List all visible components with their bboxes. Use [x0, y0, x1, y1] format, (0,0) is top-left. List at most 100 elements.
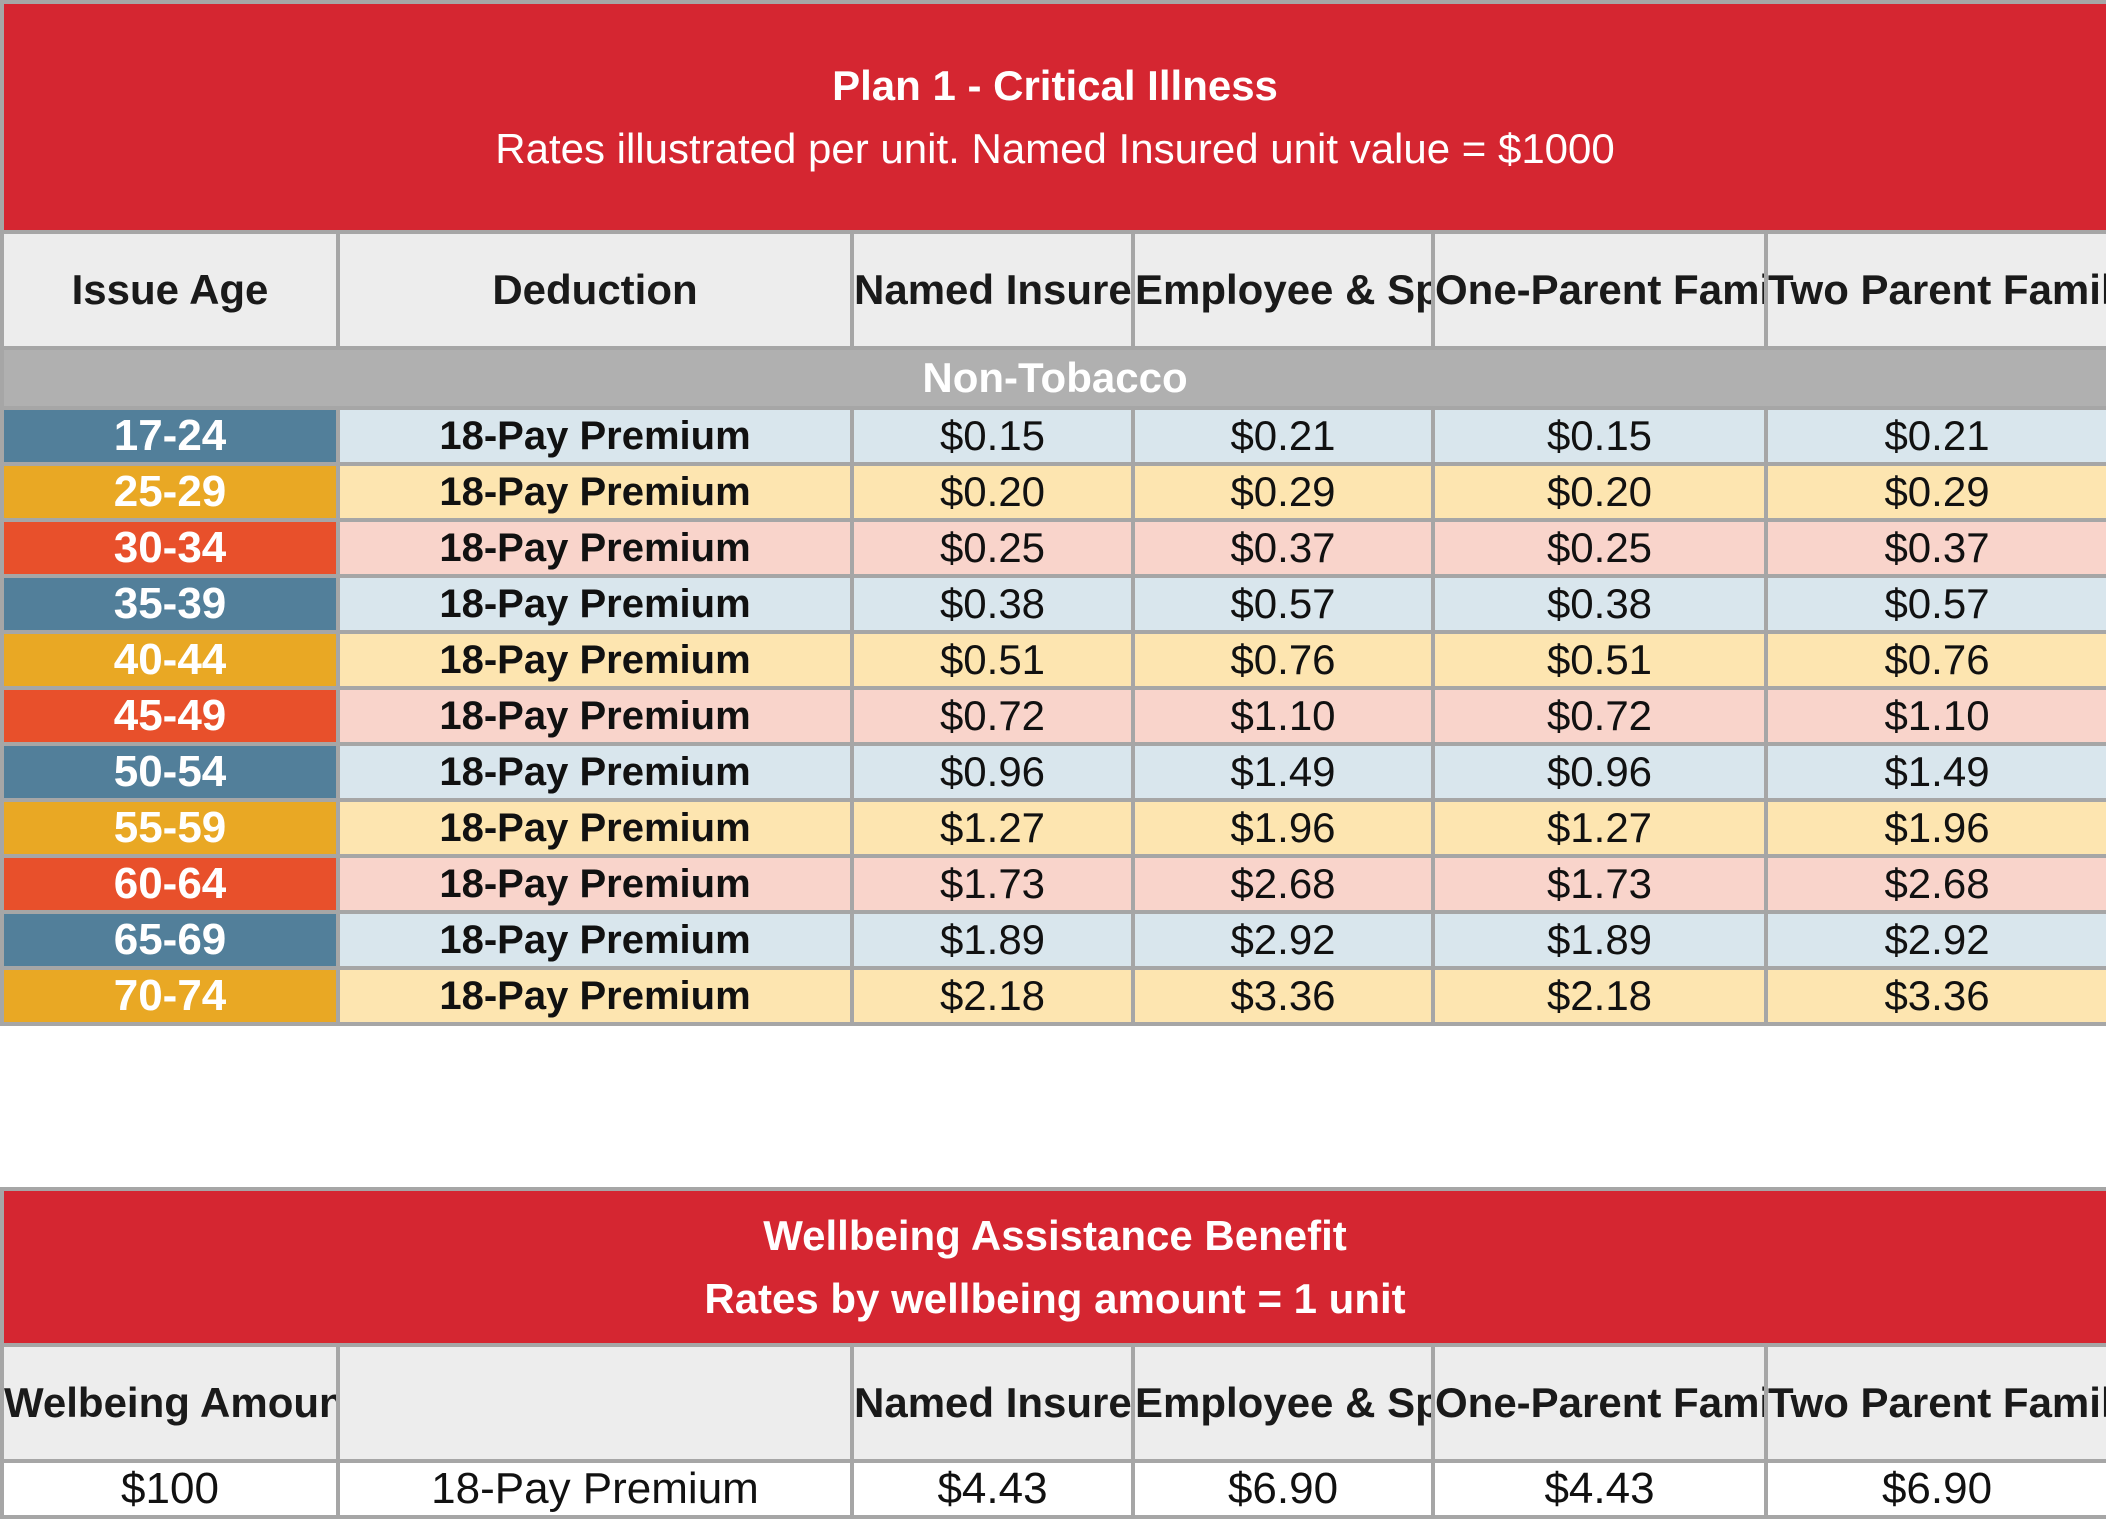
named-insured-rate: $4.43 — [850, 1459, 1135, 1519]
deduction-cell: 18-Pay Premium — [336, 966, 854, 1026]
issue-age-cell: 40-44 — [0, 630, 340, 690]
table-row: 45-49 18-Pay Premium $0.72 $1.10 $0.72 $1.10 — [0, 686, 2106, 746]
table-row: 25-29 18-Pay Premium $0.20 $0.29 $0.20 $0.29 — [0, 462, 2106, 522]
employee-spouse-rate: $1.49 — [1131, 742, 1435, 802]
deduction-cell: 18-Pay Premium — [336, 854, 854, 914]
table-row: $100 18-Pay Premium $4.43 $6.90 $4.43 $6.90 — [0, 1459, 2106, 1519]
header-welbeing-amount: Welbeing Amount — [0, 1343, 340, 1463]
named-insured-rate: $0.25 — [850, 518, 1135, 578]
plan-title: Plan 1 - Critical Illness — [832, 62, 1278, 109]
employee-spouse-rate: $1.96 — [1131, 798, 1435, 858]
deduction-cell: 18-Pay Premium — [336, 1459, 854, 1519]
named-insured-rate: $0.15 — [850, 406, 1135, 466]
section-non-tobacco: Non-Tobacco — [0, 346, 2106, 410]
table-row: 60-64 18-Pay Premium $1.73 $2.68 $1.73 $2.68 — [0, 854, 2106, 914]
plan-header-row: Issue Age Deduction Named Insured Employ… — [0, 230, 2106, 350]
employee-spouse-rate: $6.90 — [1131, 1459, 1435, 1519]
header-two-parent-family: Two Parent Family — [1763, 1343, 2106, 1463]
table-row: 35-39 18-Pay Premium $0.38 $0.57 $0.38 $0.57 — [0, 574, 2106, 634]
deduction-cell: 18-Pay Premium — [336, 742, 854, 802]
issue-age-cell: 65-69 — [0, 910, 340, 970]
issue-age-cell: 45-49 — [0, 686, 340, 746]
two-parent-family-rate: $3.36 — [1763, 966, 2106, 1026]
two-parent-family-rate: $1.49 — [1763, 742, 2106, 802]
issue-age-cell: 60-64 — [0, 854, 340, 914]
one-parent-family-rate: $0.38 — [1431, 574, 1768, 634]
one-parent-family-rate: $0.72 — [1431, 686, 1768, 746]
header-employee-spouse: Employee & Spouse — [1131, 1343, 1435, 1463]
two-parent-family-rate: $0.37 — [1763, 518, 2106, 578]
named-insured-rate: $0.38 — [850, 574, 1135, 634]
issue-age-cell: 55-59 — [0, 798, 340, 858]
issue-age-cell: 25-29 — [0, 462, 340, 522]
wellbeing-title-banner: Wellbeing Assistance Benefit Rates by we… — [0, 1187, 2106, 1347]
one-parent-family-rate: $0.25 — [1431, 518, 1768, 578]
named-insured-rate: $1.27 — [850, 798, 1135, 858]
table-row: 30-34 18-Pay Premium $0.25 $0.37 $0.25 $0.37 — [0, 518, 2106, 578]
wellbeing-title: Wellbeing Assistance Benefit — [763, 1212, 1347, 1259]
employee-spouse-rate: $1.10 — [1131, 686, 1435, 746]
named-insured-rate: $1.89 — [850, 910, 1135, 970]
table-row: 55-59 18-Pay Premium $1.27 $1.96 $1.27 $1.96 — [0, 798, 2106, 858]
header-employee-spouse: Employee & Spouse — [1131, 230, 1435, 350]
employee-spouse-rate: $0.21 — [1131, 406, 1435, 466]
deduction-cell: 18-Pay Premium — [336, 462, 854, 522]
employee-spouse-rate: $0.29 — [1131, 462, 1435, 522]
named-insured-rate: $0.72 — [850, 686, 1135, 746]
one-parent-family-rate: $4.43 — [1431, 1459, 1768, 1519]
wellbeing-header-row: Welbeing Amount Named Insured Employee &… — [0, 1343, 2106, 1463]
deduction-cell: 18-Pay Premium — [336, 518, 854, 578]
issue-age-cell: 35-39 — [0, 574, 340, 634]
one-parent-family-rate: $0.15 — [1431, 406, 1768, 466]
named-insured-rate: $1.73 — [850, 854, 1135, 914]
deduction-cell: 18-Pay Premium — [336, 574, 854, 634]
employee-spouse-rate: $2.92 — [1131, 910, 1435, 970]
two-parent-family-rate: $0.57 — [1763, 574, 2106, 634]
two-parent-family-rate: $0.29 — [1763, 462, 2106, 522]
one-parent-family-rate: $0.96 — [1431, 742, 1768, 802]
header-named-insured: Named Insured — [850, 1343, 1135, 1463]
header-issue-age: Issue Age — [0, 230, 340, 350]
table-row: 40-44 18-Pay Premium $0.51 $0.76 $0.51 $0.76 — [0, 630, 2106, 690]
table-row: 70-74 18-Pay Premium $2.18 $3.36 $2.18 $3.36 — [0, 966, 2106, 1026]
deduction-cell: 18-Pay Premium — [336, 630, 854, 690]
named-insured-rate: $2.18 — [850, 966, 1135, 1026]
deduction-cell: 18-Pay Premium — [336, 910, 854, 970]
plan-title-banner: Plan 1 - Critical Illness Rates illustra… — [0, 0, 2106, 234]
header-blank — [336, 1343, 854, 1463]
two-parent-family-rate: $0.76 — [1763, 630, 2106, 690]
employee-spouse-rate: $0.57 — [1131, 574, 1435, 634]
issue-age-cell: 50-54 — [0, 742, 340, 802]
two-parent-family-rate: $2.68 — [1763, 854, 2106, 914]
two-parent-family-rate: $1.10 — [1763, 686, 2106, 746]
plan-subtitle: Rates illustrated per unit. Named Insure… — [495, 125, 1615, 172]
table-row: 50-54 18-Pay Premium $0.96 $1.49 $0.96 $1.49 — [0, 742, 2106, 802]
deduction-cell: 18-Pay Premium — [336, 686, 854, 746]
two-parent-family-rate: $2.92 — [1763, 910, 2106, 970]
one-parent-family-rate: $1.27 — [1431, 798, 1768, 858]
header-deduction: Deduction — [336, 230, 854, 350]
named-insured-rate: $0.20 — [850, 462, 1135, 522]
named-insured-rate: $0.51 — [850, 630, 1135, 690]
two-parent-family-rate: $6.90 — [1763, 1459, 2106, 1519]
wellbeing-rate-table: Wellbeing Assistance Benefit Rates by we… — [0, 1187, 2106, 1519]
header-one-parent-family: One-Parent Family — [1431, 230, 1768, 350]
employee-spouse-rate: $0.76 — [1131, 630, 1435, 690]
one-parent-family-rate: $2.18 — [1431, 966, 1768, 1026]
wellbeing-amount-cell: $100 — [0, 1459, 340, 1519]
wellbeing-rate-rows: $100 18-Pay Premium $4.43 $6.90 $4.43 $6.90 — [0, 1459, 2106, 1519]
critical-illness-rate-table: Plan 1 - Critical Illness Rates illustra… — [0, 0, 2106, 1026]
employee-spouse-rate: $2.68 — [1131, 854, 1435, 914]
wellbeing-subtitle: Rates by wellbeing amount = 1 unit — [704, 1275, 1406, 1322]
issue-age-cell: 30-34 — [0, 518, 340, 578]
header-two-parent-family: Two Parent Family — [1763, 230, 2106, 350]
deduction-cell: 18-Pay Premium — [336, 406, 854, 466]
table-row: 65-69 18-Pay Premium $1.89 $2.92 $1.89 $2.92 — [0, 910, 2106, 970]
issue-age-cell: 70-74 — [0, 966, 340, 1026]
two-parent-family-rate: $1.96 — [1763, 798, 2106, 858]
deduction-cell: 18-Pay Premium — [336, 798, 854, 858]
one-parent-family-rate: $0.51 — [1431, 630, 1768, 690]
header-one-parent-family: One-Parent Family — [1431, 1343, 1768, 1463]
two-parent-family-rate: $0.21 — [1763, 406, 2106, 466]
named-insured-rate: $0.96 — [850, 742, 1135, 802]
